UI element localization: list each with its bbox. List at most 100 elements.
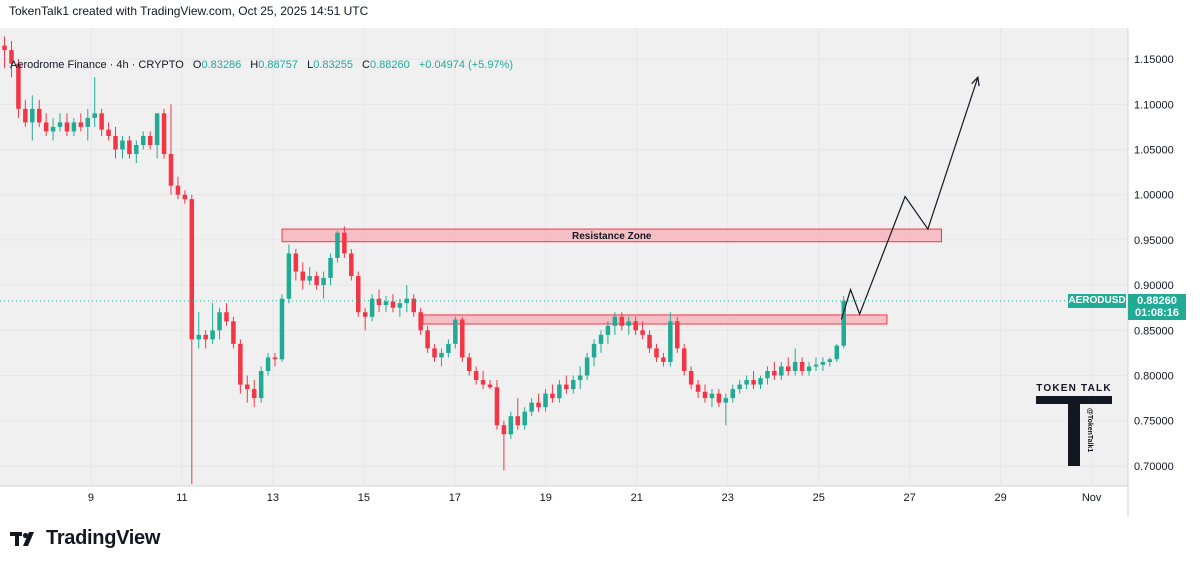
candle [210,303,215,344]
bar-countdown: 01:08:16 [1134,306,1180,319]
candle [78,113,84,132]
candle [466,352,472,376]
y-tick-label: 0.70000 [1134,461,1174,473]
candle [272,352,278,367]
candle [23,99,28,127]
candle [570,375,576,394]
candle [522,407,527,430]
candle [189,194,195,484]
candle [605,321,611,344]
candle [92,77,97,127]
candle-layer [2,36,846,484]
watermark-text: TOKEN TALK [1036,383,1112,394]
x-tick-label: 9 [88,492,94,504]
candle [473,366,479,385]
attribution-text: TokenTalk1 created with TradingView.com,… [9,4,369,18]
legend-close-key: C [362,59,370,71]
candle [716,389,722,408]
candle [147,131,153,150]
candle [9,41,14,78]
candle [265,352,271,376]
candle [50,117,56,141]
candlestick-chart[interactable]: Resistance Zone 1.15000 1.10000 1.05000 1.0… [0,28,1200,517]
candle [695,380,701,399]
legend-close-value: 0.88260 [369,59,410,71]
candle [175,176,181,200]
candle [30,95,35,141]
token-talk-watermark: TOKEN TALK @TokenTalk1 [1036,383,1112,466]
last-price-tag: 0.88260 01:08:16 [1128,293,1186,320]
candle [820,357,826,371]
tradingview-brand[interactable]: TradingView [10,527,160,550]
legend-low-value: 0.83255 [313,59,353,71]
candle [584,352,590,381]
candle [36,99,42,127]
candle [799,357,805,376]
candle [432,343,437,362]
legend-high-key: H [250,59,259,71]
candle [487,380,493,390]
y-tick-label: 0.90000 [1134,280,1174,292]
last-price-value: 0.88260 [1137,294,1177,307]
candle [245,375,250,403]
legend-high-value: 0.88757 [258,59,299,71]
ohlc-legend: Aerodrome Finance · 4h · CRYPTO O0.83286… [10,59,513,71]
y-tick-label: 0.75000 [1134,416,1174,428]
resistance-zone-rect[interactable] [281,228,943,243]
x-tick-label: 19 [540,492,552,504]
time-axis[interactable]: 9 11 13 15 17 19 21 23 25 27 29 Nov [88,492,1102,504]
candle [85,108,91,141]
price-axis[interactable]: 1.15000 1.10000 1.05000 1.00000 0.95000 0.900… [1134,54,1174,473]
legend-open-key: O [192,59,202,71]
y-tick-label: 0.80000 [1134,371,1174,383]
candle [64,113,70,136]
x-tick-label: 21 [631,492,643,504]
candle [626,316,631,335]
candle [404,285,410,313]
candle [536,393,541,412]
candle [99,108,104,136]
candle [633,316,638,335]
candle [411,294,416,317]
candle [654,343,659,362]
candle [182,190,188,204]
candle [418,307,423,335]
candle [668,312,673,367]
x-tick-label: Nov [1082,492,1102,504]
candle [390,294,396,313]
candle [196,312,201,349]
candle [737,380,742,394]
candle [127,135,132,159]
candle [134,140,139,164]
candle [314,271,319,290]
projection-path[interactable] [840,77,979,320]
candle [328,253,333,286]
candle [765,366,770,385]
candle [57,113,63,132]
x-tick-label: 23 [722,492,734,504]
candle [251,380,257,408]
candle [813,357,819,371]
legend-open-value: 0.83286 [201,59,242,71]
candle [293,248,299,281]
candle [681,343,687,376]
resistance-zone-label: Resistance Zone [572,231,652,242]
candle [217,307,222,340]
candle [688,366,694,390]
tradingview-logo-icon [10,529,40,549]
y-tick-label: 0.95000 [1134,235,1174,247]
plot-background [0,28,1128,486]
candle [397,298,403,317]
candle [772,361,777,381]
candle [792,348,798,376]
x-tick-label: 11 [176,492,187,504]
x-tick-label: 27 [904,492,916,504]
candle [827,357,833,367]
candle [494,380,500,430]
candle [439,348,444,367]
candle [321,271,326,299]
legend-change: +0.04974 (+5.97%) [418,59,513,71]
candle [279,294,285,362]
chart-frame[interactable]: Aerodrome Finance · 4h · CRYPTO O0.83286… [0,28,1200,517]
resistance-zone-rect[interactable] [422,314,888,325]
